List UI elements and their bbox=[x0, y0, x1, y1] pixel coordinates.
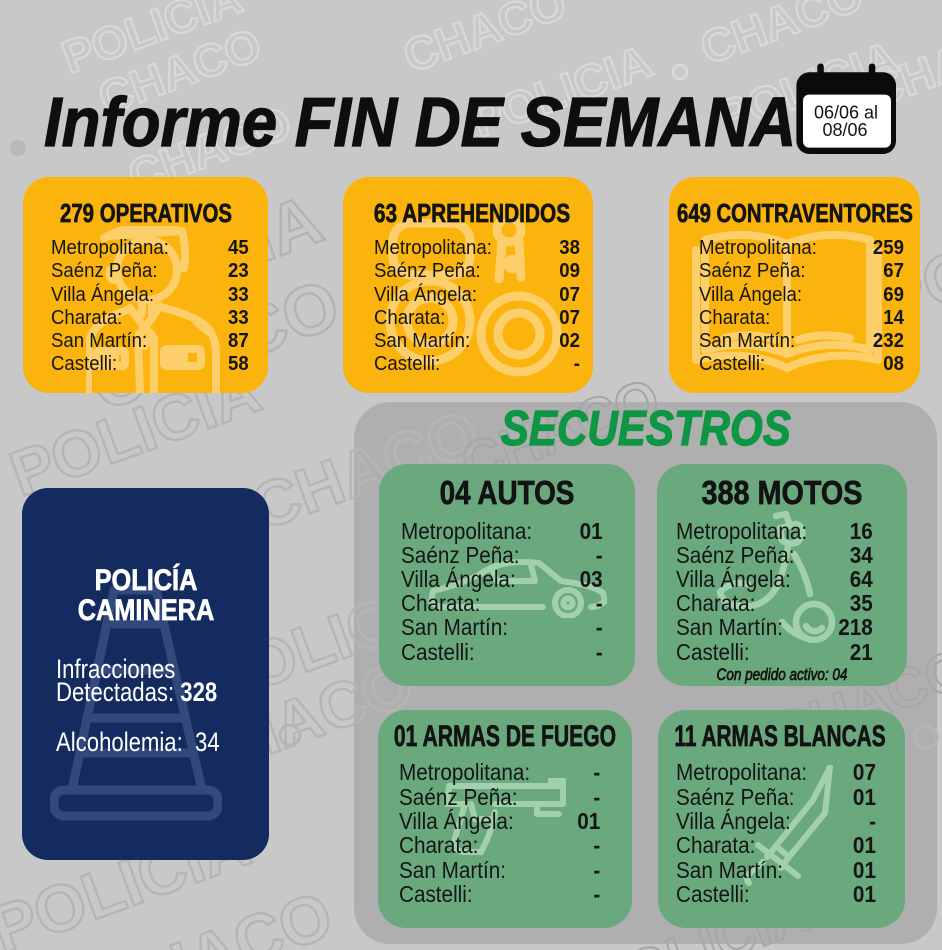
svg-text:08/06: 08/06 bbox=[822, 120, 867, 140]
svg-text:06/06 al: 06/06 al bbox=[814, 102, 878, 122]
